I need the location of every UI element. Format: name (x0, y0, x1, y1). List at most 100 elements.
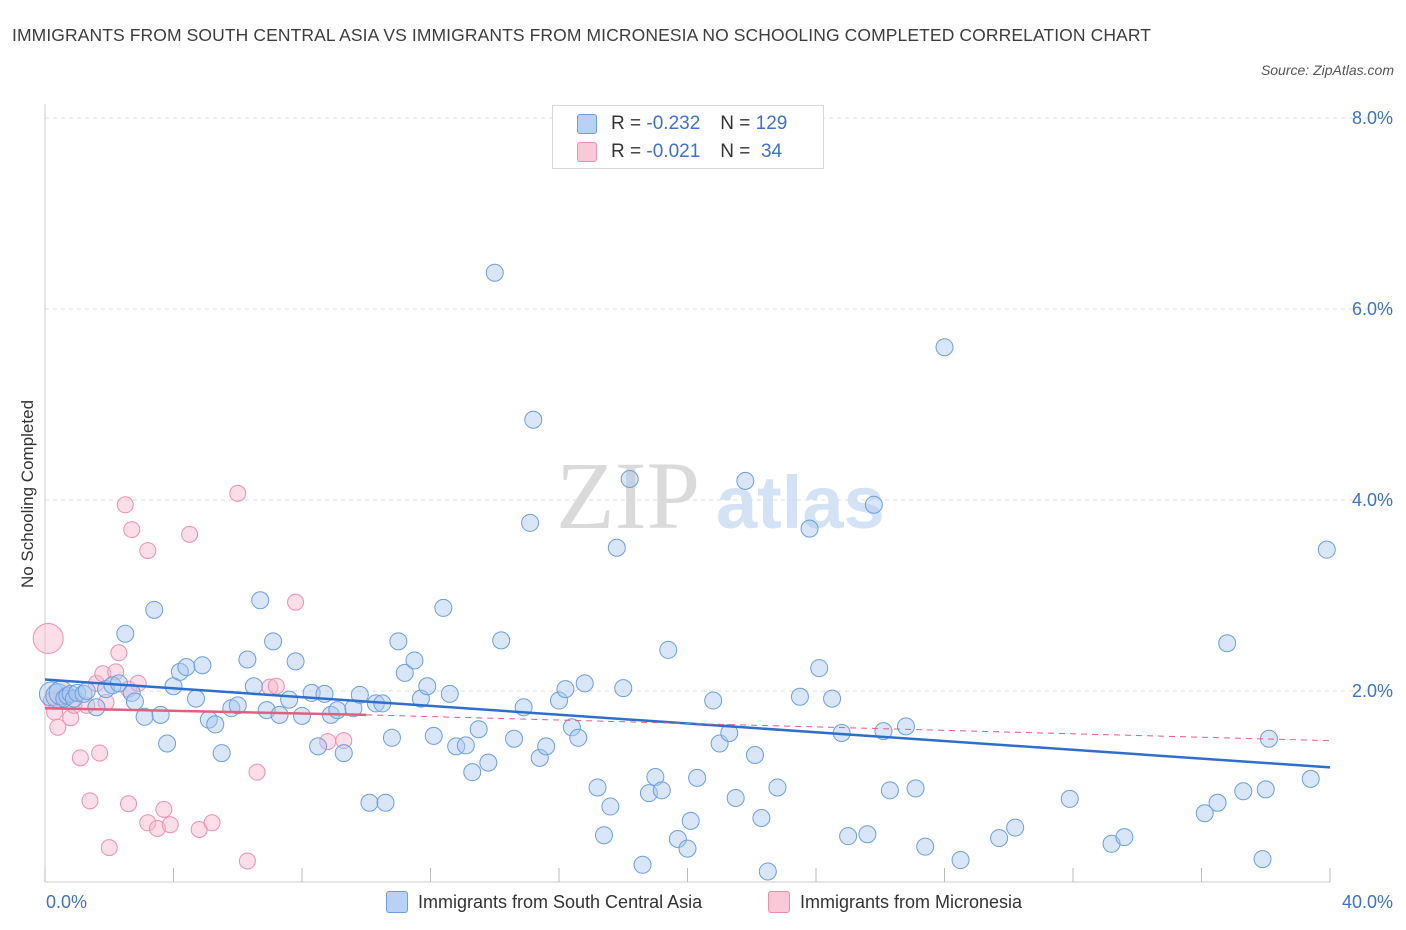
watermark: ZIP atlas (556, 442, 885, 549)
x-tick-label: 40.0% (1342, 892, 1393, 912)
watermark-atlas: atlas (716, 461, 885, 544)
micronesia-point (139, 814, 157, 832)
south-central-asia-point (485, 263, 504, 282)
south-central-asia-point (800, 519, 819, 538)
south-central-asia-point (440, 684, 459, 703)
bottom-legend-pink: Immigrants from Micronesia (768, 890, 1022, 914)
south-central-asia-point (264, 632, 283, 651)
watermark-zip: ZIP (556, 442, 700, 549)
n-value: 34 (760, 141, 783, 162)
south-central-asia-point (906, 779, 925, 798)
micronesia-point (155, 800, 173, 818)
micronesia-point (181, 525, 199, 543)
micronesia-point (248, 763, 266, 781)
south-central-asia-point (620, 469, 639, 488)
south-central-asia-point (125, 692, 144, 711)
micronesia-trend-extension (366, 714, 1331, 742)
south-central-asia-point (1208, 793, 1227, 812)
micronesia-point (161, 816, 179, 834)
y-tick-label: 2.0% (1352, 681, 1393, 701)
micronesia-point (32, 622, 64, 654)
r-label: R = (611, 113, 642, 134)
south-central-asia-point (1115, 828, 1134, 847)
south-central-asia-point (87, 698, 106, 717)
micronesia-point (100, 839, 118, 857)
tick-labels: 2.0% 4.0% 6.0% 8.0% 0.0% 40.0% (46, 108, 1393, 912)
micronesia-point (120, 795, 138, 813)
micronesia-point (123, 521, 141, 539)
south-central-asia-point (659, 640, 678, 659)
south-central-asia-point (286, 652, 305, 671)
gridlines (45, 117, 1392, 692)
south-central-asia-point (405, 651, 424, 670)
south-central-asia-point (935, 338, 954, 357)
south-central-asia-point (916, 837, 935, 856)
south-central-asia-point (524, 410, 543, 429)
micronesia-points (32, 484, 353, 870)
south-central-asia-point (704, 691, 723, 710)
south-central-asia-point (823, 689, 842, 708)
south-central-asia-point (135, 707, 154, 726)
south-central-asia-point (896, 717, 915, 736)
n-label: N = (720, 141, 751, 162)
south-central-asia-point (752, 809, 771, 828)
south-central-asia-point (1253, 850, 1272, 869)
south-central-asia-point (193, 656, 212, 675)
micronesia-trend (44, 706, 367, 717)
south-central-asia-point (145, 600, 164, 619)
chart-title: IMMIGRANTS FROM SOUTH CENTRAL ASIA VS IM… (12, 25, 1152, 45)
south-central-asia-point (1060, 789, 1079, 808)
south-central-asia-point (334, 744, 353, 763)
r-value: -0.232 (646, 113, 701, 134)
south-central-asia-point (990, 829, 1009, 848)
south-central-asia-point (521, 513, 540, 532)
pink-swatch (577, 142, 597, 162)
south-central-asia-point (880, 781, 899, 800)
micronesia-point (335, 732, 353, 750)
south-central-asia-point (790, 687, 809, 706)
south-central-asia-point (1301, 769, 1320, 788)
south-central-asia-point (745, 745, 764, 764)
south-central-asia-point (158, 734, 177, 753)
legend-row-blue: R = -0.232 N = 129 (577, 112, 787, 136)
south-central-asia-point (389, 632, 408, 651)
south-central-asia-point (858, 825, 877, 844)
south-central-asia-point (601, 797, 620, 816)
south-central-asia-point (270, 705, 289, 724)
south-central-asia-point (492, 631, 511, 650)
south-central-asia-point (530, 748, 549, 767)
x-tick-label: 0.0% (46, 892, 87, 912)
south-central-asia-point (594, 826, 613, 845)
south-central-asia-point (1195, 804, 1214, 823)
south-central-asia-point (688, 768, 707, 787)
south-central-asia-point (77, 682, 96, 700)
south-central-asia-point (614, 679, 633, 698)
south-central-asia-point (74, 684, 93, 703)
y-tick-label: 8.0% (1352, 108, 1393, 128)
micronesia-point (110, 644, 128, 662)
south-central-asia-point (681, 811, 700, 830)
south-central-asia-point (469, 720, 488, 739)
n-label: N = (720, 113, 751, 134)
south-central-asia-point (537, 737, 556, 756)
blue-swatch (386, 891, 408, 913)
south-central-asia-point (758, 862, 777, 881)
micronesia-point (203, 814, 221, 832)
micronesia-point (81, 792, 99, 810)
south-central-asia-point (170, 662, 189, 681)
south-central-asia-point (350, 685, 369, 704)
south-central-asia-point (116, 624, 135, 643)
south-central-asia-point (562, 718, 581, 737)
south-central-asia-point (376, 793, 395, 812)
micronesia-point (267, 677, 285, 695)
trend-lines (44, 678, 1331, 769)
pink-swatch (768, 891, 790, 913)
r-label: R = (611, 141, 642, 162)
micronesia-point (94, 665, 112, 683)
south-central-asia-point (456, 736, 475, 755)
legend-row-pink: R = -0.021 N = 34 (577, 140, 782, 164)
south-central-asia-point (177, 658, 196, 677)
south-central-asia-point (360, 793, 379, 812)
series-label: Immigrants from Micronesia (800, 891, 1023, 912)
south-central-asia-point (309, 737, 328, 756)
